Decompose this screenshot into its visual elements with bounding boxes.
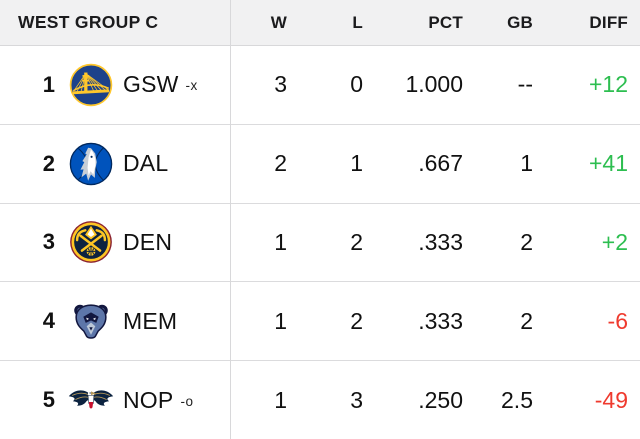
wins-value: 1: [274, 386, 287, 413]
diff-value: +41: [588, 150, 628, 177]
standings-rows: 1 GSW -x 3 0 1.000 -- +12: [0, 46, 640, 439]
pct-value: 1.000: [405, 71, 463, 98]
wins-value: 1: [274, 228, 287, 255]
losses-value: 3: [350, 386, 363, 413]
team-abbreviation: NOP: [123, 386, 174, 413]
pelicans-logo: [68, 377, 114, 423]
standings-row[interactable]: 1 GSW -x 3 0 1.000 -- +12: [0, 46, 640, 125]
team-cell: 1 GSW -x: [0, 62, 230, 108]
losses-value: 2: [350, 307, 363, 334]
standings-row[interactable]: 5 NOP -o 1 3 .250 2.5 -49: [0, 361, 640, 439]
warriors-logo: [68, 62, 114, 108]
nuggets-logo: [68, 219, 114, 265]
standings-row[interactable]: 2 DAL 2 1 .667 1 +41: [0, 125, 640, 204]
losses-value: 1: [350, 150, 363, 177]
column-header-diff: DIFF: [589, 12, 628, 32]
team-stats: 3 0 1.000 -- +12: [230, 71, 640, 98]
losses-value: 2: [350, 228, 363, 255]
pct-value: .333: [418, 228, 463, 255]
grizzlies-logo: [68, 298, 114, 344]
standings-row[interactable]: 4 MEM 1 2 .333 2 -6: [0, 282, 640, 362]
column-divider: [230, 0, 231, 439]
team-stats: 2 1 .667 1 +41: [230, 150, 640, 177]
team-cell: 2 DAL: [0, 141, 230, 187]
team-rank: 2: [42, 150, 55, 176]
diff-value: +2: [601, 228, 628, 255]
gb-value: 2: [520, 228, 533, 255]
column-header-wins: W: [270, 12, 287, 32]
team-abbreviation: GSW: [123, 71, 179, 98]
gb-value: 2: [520, 307, 533, 334]
clinch-indicator: -x: [185, 78, 198, 94]
standings-row[interactable]: 3 DEN 1 2 .333 2: [0, 204, 640, 283]
wins-value: 2: [274, 150, 287, 177]
column-header-gb: GB: [507, 12, 533, 32]
gb-value: --: [517, 71, 533, 98]
table-header: WEST GROUP C W L PCT GB DIFF: [0, 0, 640, 46]
team-stats: 1 3 .250 2.5 -49: [230, 387, 640, 414]
gb-value: 1: [520, 150, 533, 177]
pct-value: .333: [418, 307, 463, 334]
team-rank: 5: [42, 387, 55, 413]
team-stats: 1 2 .333 2 +2: [230, 229, 640, 256]
pct-value: .250: [418, 386, 463, 413]
diff-value: -49: [594, 386, 628, 413]
mavericks-logo: [68, 141, 114, 187]
team-cell: 3 DEN: [0, 219, 230, 265]
pct-value: .667: [418, 150, 463, 177]
wins-value: 1: [274, 307, 287, 334]
wins-value: 3: [274, 71, 287, 98]
column-header-pct: PCT: [428, 12, 463, 32]
group-header-cell: WEST GROUP C: [0, 12, 230, 33]
gb-value: 2.5: [501, 386, 533, 413]
stat-headers: W L PCT GB DIFF: [230, 13, 640, 33]
team-abbreviation: MEM: [123, 307, 178, 334]
team-rank: 4: [42, 308, 55, 334]
diff-value: -6: [607, 307, 628, 334]
team-abbreviation: DAL: [123, 150, 169, 177]
clinch-indicator: -o: [180, 393, 194, 409]
team-abbreviation: DEN: [123, 228, 173, 255]
team-cell: 5 NOP -o: [0, 377, 230, 423]
column-header-losses: L: [352, 12, 363, 32]
team-cell: 4 MEM: [0, 298, 230, 344]
team-stats: 1 2 .333 2 -6: [230, 308, 640, 335]
team-rank: 1: [42, 71, 55, 97]
diff-value: +12: [588, 71, 628, 98]
group-title: WEST GROUP C: [18, 12, 159, 32]
team-rank: 3: [42, 229, 55, 255]
losses-value: 0: [350, 71, 363, 98]
